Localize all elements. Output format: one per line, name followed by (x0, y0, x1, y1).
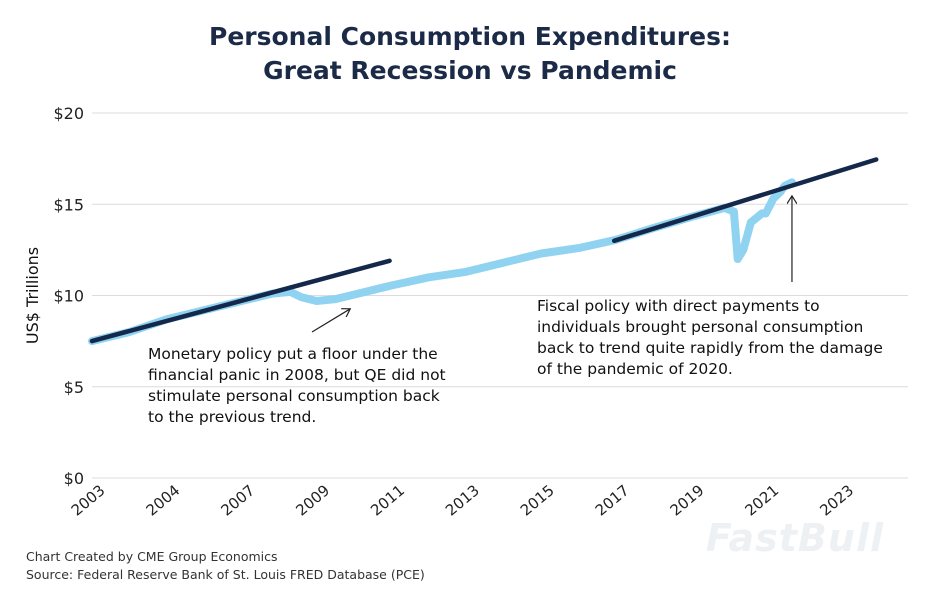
footer-source: Source: Federal Reserve Bank of St. Loui… (26, 567, 425, 582)
annotation-line: individuals brought personal consumption (537, 318, 864, 336)
y-tick-label: $20 (53, 104, 84, 123)
annotation-great-recession: Monetary policy put a floor under the fi… (148, 344, 446, 428)
y-tick-label: $10 (53, 287, 84, 306)
chart-title-line-1: Personal Consumption Expenditures: (209, 22, 731, 51)
x-tick-label: 2004 (143, 481, 184, 519)
annotation-line: Fiscal policy with direct payments to (537, 297, 820, 315)
x-tick-label: 2013 (442, 481, 483, 519)
chart-title-line-2: Great Recession vs Pandemic (263, 56, 677, 85)
series-line-trend (611, 157, 879, 244)
y-tick-label: $0 (64, 469, 84, 488)
x-tick-label: 2007 (217, 481, 258, 519)
annotation-line: financial panic in 2008, but QE did not (148, 366, 446, 384)
y-tick-label: $15 (53, 195, 84, 214)
footer-credit: Chart Created by CME Group Economics (26, 549, 278, 564)
y-tick-label: $5 (64, 378, 84, 397)
annotation-line: of the pandemic of 2020. (537, 360, 733, 378)
x-tick-label: 2019 (667, 481, 708, 519)
annotation-line: back to trend quite rapidly from the dam… (537, 339, 883, 357)
annotation-arrow-great-recession (311, 309, 350, 333)
x-tick-label: 2011 (367, 481, 408, 519)
y-axis-label: US$ Trillions (23, 247, 42, 344)
x-tick-label: 2015 (517, 481, 558, 519)
annotation-line: to the previous trend. (148, 408, 317, 426)
x-tick-label: 2009 (292, 481, 333, 519)
watermark-logo: FastBull (705, 516, 884, 560)
annotation-line: Monetary policy put a floor under the (148, 345, 438, 363)
chart-title: Personal Consumption Expenditures: Great… (0, 20, 940, 88)
series-line-trend (89, 258, 392, 344)
x-tick-label: 2021 (742, 481, 783, 519)
chart-footer: Chart Created by CME Group Economics Sou… (26, 548, 425, 584)
annotation-line: stimulate personal consumption back (148, 387, 440, 405)
annotation-pandemic: Fiscal policy with direct payments to in… (537, 296, 883, 380)
x-tick-label: 2023 (816, 481, 857, 519)
x-tick-label: 2017 (592, 481, 633, 519)
